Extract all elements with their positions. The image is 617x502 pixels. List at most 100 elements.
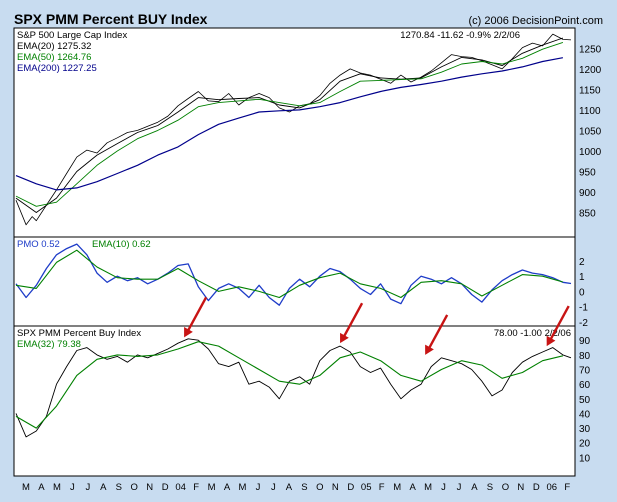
x-tick-label: 04	[175, 482, 186, 493]
x-tick-label: M	[393, 482, 401, 493]
buy-index-panel-ytick: 40	[579, 409, 591, 420]
x-tick-label: J	[70, 482, 75, 493]
arrow-head	[340, 332, 349, 344]
pmo-panel-series-0	[15, 243, 572, 306]
x-tick-label: N	[146, 482, 153, 493]
x-tick-label: A	[100, 482, 107, 493]
buy-index-panel-ytick: 20	[579, 439, 591, 450]
x-tick-label: F	[564, 482, 570, 493]
arrow-shaft	[548, 305, 570, 342]
buy-index-panel-ytick: 80	[579, 351, 591, 362]
x-tick-label: A	[409, 482, 416, 493]
arrow-shaft	[427, 314, 449, 351]
arrow-shaft	[186, 296, 208, 333]
price-legend-item: EMA(50) 1264.76	[17, 52, 91, 63]
x-tick-label: A	[471, 482, 478, 493]
annotation-arrow	[340, 302, 364, 344]
x-tick-label: M	[239, 482, 247, 493]
buy-index-panel-ytick: 90	[579, 336, 591, 347]
x-tick-label: 05	[361, 482, 372, 493]
pmo-panel-ytick: -1	[579, 303, 588, 314]
buy-index-panel-series-1	[15, 341, 564, 429]
buy-index-readout: 78.00 -1.00 2/2/06	[494, 328, 571, 339]
annotation-arrow	[546, 305, 570, 347]
buy-index-panel-ytick: 60	[579, 380, 591, 391]
x-tick-label: J	[256, 482, 261, 493]
price-panel-ytick: 1000	[579, 147, 602, 158]
x-tick-label: D	[347, 482, 354, 493]
x-tick-label: M	[53, 482, 61, 493]
x-tick-label: F	[379, 482, 385, 493]
price-panel-ytick: 1050	[579, 126, 602, 137]
buy-index-panel-ytick: 50	[579, 395, 591, 406]
pmo-panel-ytick: -2	[579, 318, 588, 329]
buy-index-panel-ytick: 10	[579, 453, 591, 464]
price-panel-series-1	[15, 37, 564, 213]
x-tick-label: S	[487, 482, 493, 493]
price-legend-item: S&P 500 Large Cap Index	[17, 30, 127, 41]
x-tick-label: A	[38, 482, 45, 493]
x-tick-label: 06	[547, 482, 558, 493]
x-tick-label: O	[131, 482, 138, 493]
price-panel-ytick: 950	[579, 167, 596, 178]
pmo-ema-legend-item: EMA(10) 0.62	[92, 239, 151, 250]
price-legend-item: EMA(200) 1227.25	[17, 63, 97, 74]
x-tick-label: A	[286, 482, 293, 493]
annotations	[184, 296, 570, 355]
tick-labels: 850900950100010501100115012001250-2-1012…	[22, 44, 602, 493]
x-tick-label: J	[457, 482, 462, 493]
pmo-panel-ytick: 2	[579, 257, 585, 268]
x-tick-label: N	[517, 482, 524, 493]
annotation-arrow	[184, 296, 208, 338]
arrow-head	[184, 327, 193, 338]
x-tick-label: S	[116, 482, 122, 493]
arrow-head	[546, 335, 556, 347]
buy-index-panel-series-0	[15, 338, 572, 438]
buy-index-ema-legend-item: EMA(32) 79.38	[17, 339, 81, 350]
price-panel-series-3	[15, 57, 564, 191]
price-panel-ytick: 850	[579, 208, 596, 219]
buy-index-panel-ytick: 70	[579, 366, 591, 377]
x-tick-label: O	[316, 482, 323, 493]
series-lines	[15, 33, 572, 438]
x-tick-label: J	[271, 482, 276, 493]
price-panel-series-2	[15, 41, 564, 207]
x-tick-label: D	[162, 482, 169, 493]
x-tick-label: O	[502, 482, 509, 493]
price-panel-ytick: 900	[579, 188, 596, 199]
price-panel-ytick: 1250	[579, 44, 602, 55]
x-tick-label: J	[85, 482, 90, 493]
price-panel-ytick: 1200	[579, 65, 602, 76]
buy-index-panel-bg	[13, 325, 576, 477]
x-tick-label: S	[301, 482, 307, 493]
pmo-panel-ytick: 0	[579, 287, 585, 298]
buy-index-panel-ytick: 30	[579, 424, 591, 435]
x-tick-label: J	[441, 482, 446, 493]
x-tick-label: M	[208, 482, 216, 493]
price-panel-ytick: 1150	[579, 85, 601, 96]
panel-frames	[13, 27, 576, 477]
annotation-arrow	[425, 314, 449, 355]
x-tick-label: D	[533, 482, 540, 493]
chart-title: SPX PMM Percent BUY Index	[14, 11, 208, 27]
x-tick-label: N	[332, 482, 339, 493]
pmo-panel-bg	[13, 236, 576, 327]
buy-index-legend-item: SPX PMM Percent Buy Index	[17, 328, 141, 339]
pmo-legend-item: PMO 0.52	[17, 239, 60, 250]
x-tick-label: M	[424, 482, 432, 493]
price-panel-bg	[13, 27, 576, 238]
x-tick-label: F	[193, 482, 199, 493]
arrow-head	[425, 344, 434, 355]
pmo-panel-series-1	[15, 249, 564, 299]
copyright-text: (c) 2006 DecisionPoint.com	[468, 15, 603, 27]
price-readout: 1270.84 -11.62 -0.9% 2/2/06	[400, 30, 520, 41]
pmo-panel-ytick: 1	[579, 272, 585, 283]
price-legend-item: EMA(20) 1275.32	[17, 41, 91, 52]
x-tick-label: A	[224, 482, 231, 493]
arrow-shaft	[342, 302, 364, 339]
x-tick-label: M	[22, 482, 30, 493]
price-panel-ytick: 1100	[579, 106, 601, 117]
